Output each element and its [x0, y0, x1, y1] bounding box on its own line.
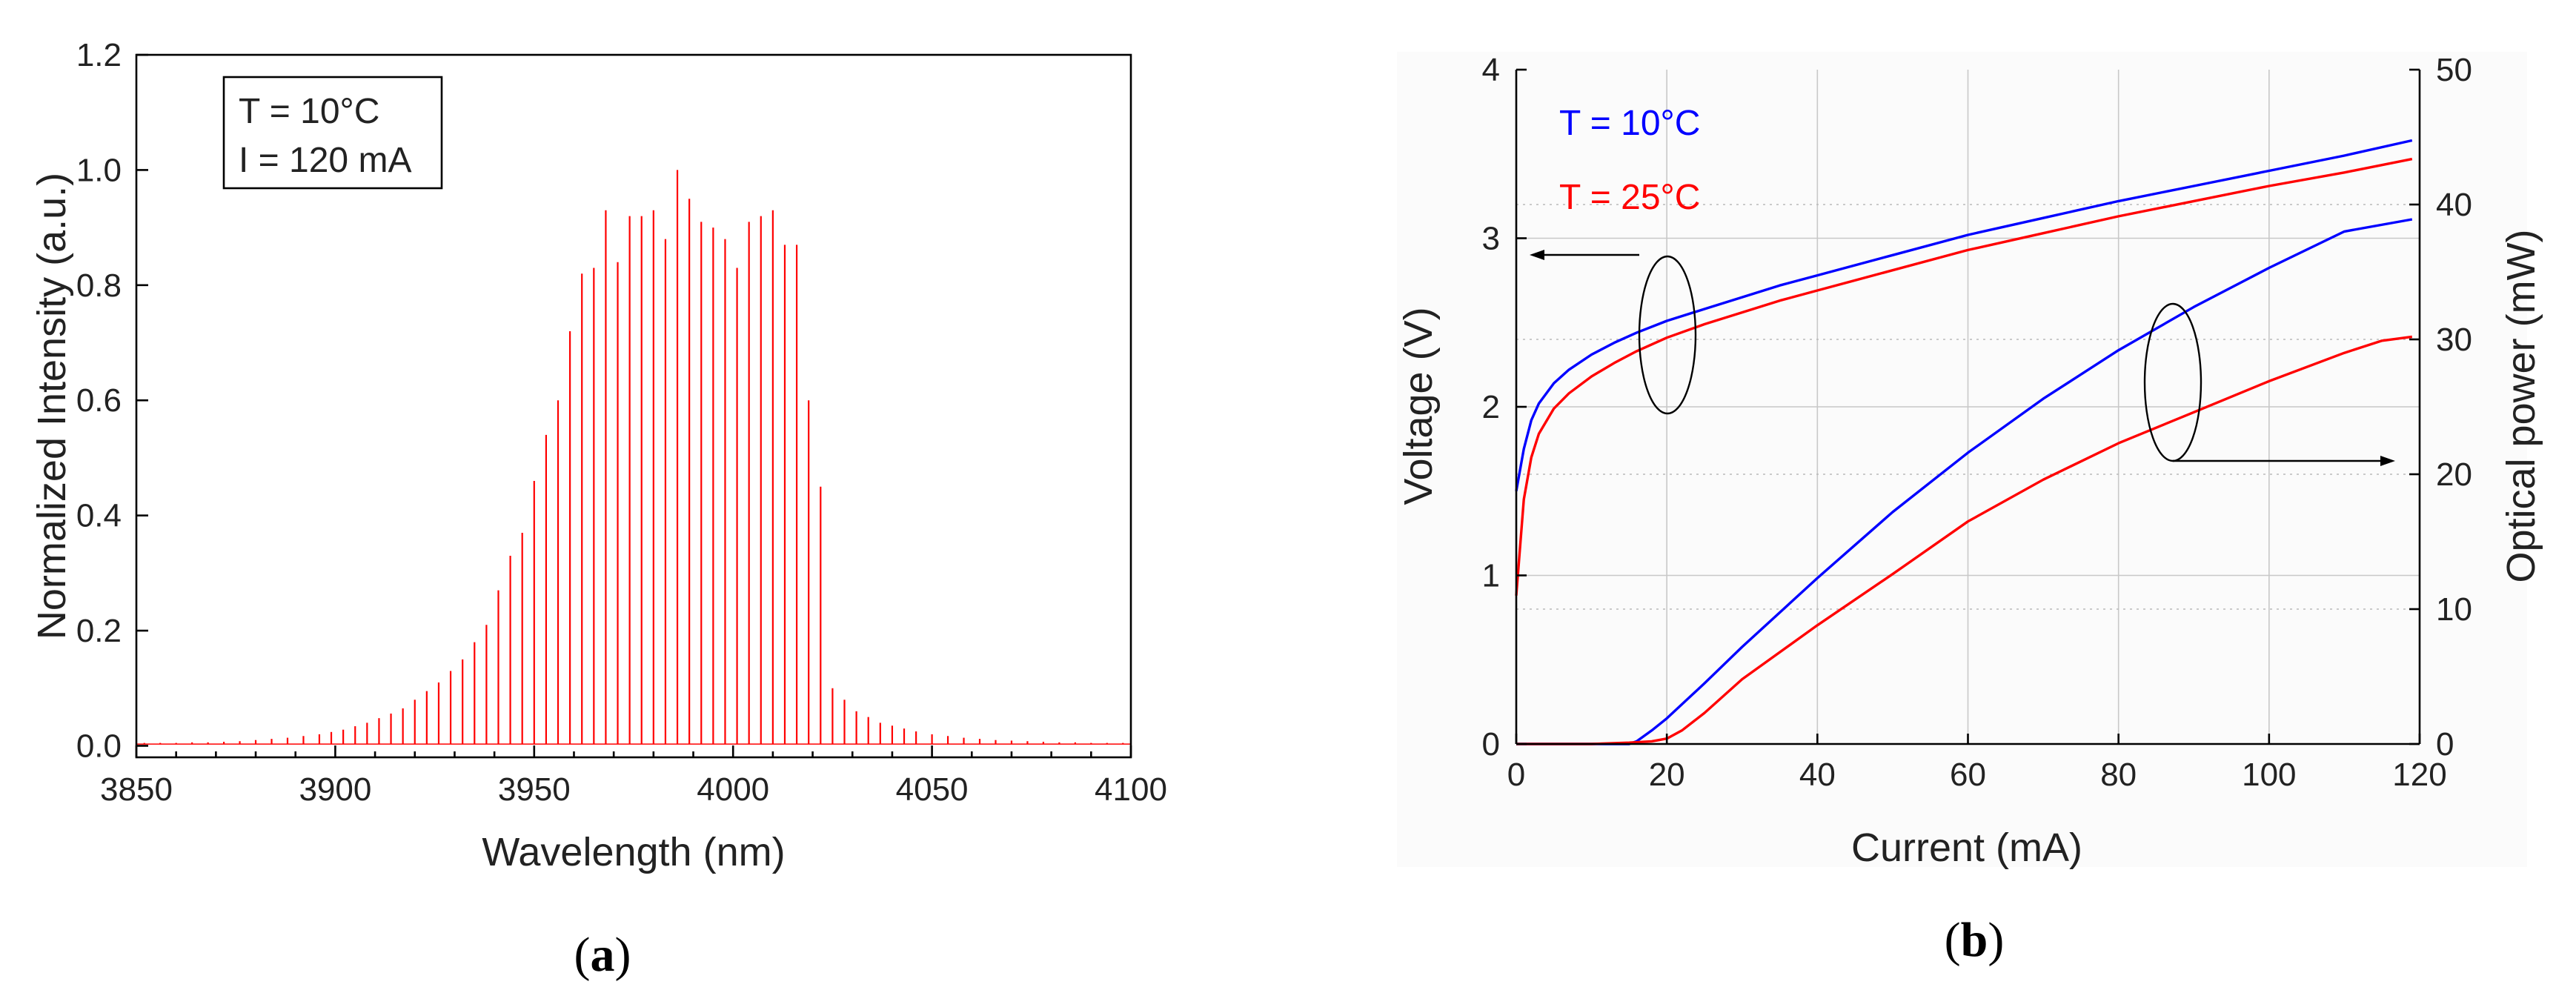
- y-tick-label: 0.0: [76, 728, 122, 764]
- y-tick-label: 0.4: [76, 498, 122, 534]
- y-axis-label-power: Optical power (mW): [2499, 229, 2543, 582]
- voltage-curves-ellipse: [1638, 255, 1697, 415]
- x-tick-label: 20: [1649, 757, 1685, 793]
- x-axis-label: Wavelength (nm): [482, 830, 785, 874]
- y-axis-label: Normalized Intensity (a.u.): [30, 173, 74, 639]
- y-tick-label: 0.6: [76, 382, 122, 419]
- spectrum-annotation-box: T = 10°C I = 120 mA: [222, 76, 443, 190]
- x-tick-label: 80: [2100, 757, 2137, 793]
- y-tick-label: 1.0: [76, 152, 122, 188]
- y-tick-label-left: 3: [1482, 221, 1500, 257]
- x-tick-label: 4050: [896, 771, 969, 808]
- x-tick-label: 3900: [299, 771, 371, 808]
- series-line: [1516, 335, 2413, 745]
- y-axis-label-voltage: Voltage (V): [1396, 307, 1441, 505]
- x-tick-label: 60: [1950, 757, 1986, 793]
- iv-grid: [1516, 70, 2420, 744]
- y-tick-label: 0.8: [76, 268, 122, 304]
- x-tick-label: 40: [1799, 757, 1836, 793]
- x-tick-label: 0: [1507, 757, 1525, 793]
- caption-a: (a): [574, 928, 631, 982]
- x-axis-label-b: Current (mA): [1851, 825, 2082, 870]
- spectrum-plot-frame: [135, 53, 1132, 759]
- series-line: [1515, 157, 2413, 596]
- panel-b-background: [1397, 52, 2527, 867]
- legend-10c: T = 10°C: [1559, 104, 1700, 143]
- y-tick-label-left: 4: [1482, 52, 1500, 88]
- series-line: [1515, 139, 2413, 492]
- x-tick-label: 120: [2392, 757, 2446, 793]
- y-tick-label-right: 10: [2436, 591, 2472, 628]
- y-tick-label-right: 50: [2436, 52, 2472, 88]
- x-tick-label: 4000: [697, 771, 769, 808]
- y-tick-label-right: 30: [2436, 322, 2472, 358]
- y-tick-label: 1.2: [76, 37, 122, 73]
- arrow-left-head-icon: [1530, 250, 1544, 260]
- spectrum-axis-ticks: 3850 3900 3950 4000 4050 4100 0.0 0.2 0.4 0.6 0.8 1…: [76, 37, 1167, 808]
- y-tick-label-left: 2: [1482, 389, 1500, 425]
- x-tick-label: 4100: [1095, 771, 1167, 808]
- y-tick-label-left: 1: [1482, 558, 1500, 594]
- caption-b: (b): [1945, 913, 2005, 967]
- arrow-right-head-icon: [2380, 456, 2395, 466]
- y-tick-label-left: 0: [1482, 726, 1500, 763]
- y-tick-label-right: 40: [2436, 187, 2472, 223]
- x-tick-label: 3950: [498, 771, 571, 808]
- annotation-current: I = 120 mA: [239, 141, 411, 180]
- x-tick-label: 100: [2242, 757, 2296, 793]
- iv-plot-area: [1515, 139, 2413, 745]
- y-tick-label-right: 20: [2436, 456, 2472, 493]
- y-tick-label-right: 0: [2436, 726, 2454, 763]
- y-tick-label: 0.2: [76, 613, 122, 649]
- panel-a: 3850 3900 3950 4000 4050 4100 0.0 0.2 0.4 0.6 0.8 1…: [30, 37, 1167, 982]
- legend-25c: T = 25°C: [1559, 178, 1700, 217]
- x-tick-label: 3850: [100, 771, 173, 808]
- annotation-temperature: T = 10°C: [239, 92, 379, 131]
- spectrum-plot-area: [136, 170, 1131, 745]
